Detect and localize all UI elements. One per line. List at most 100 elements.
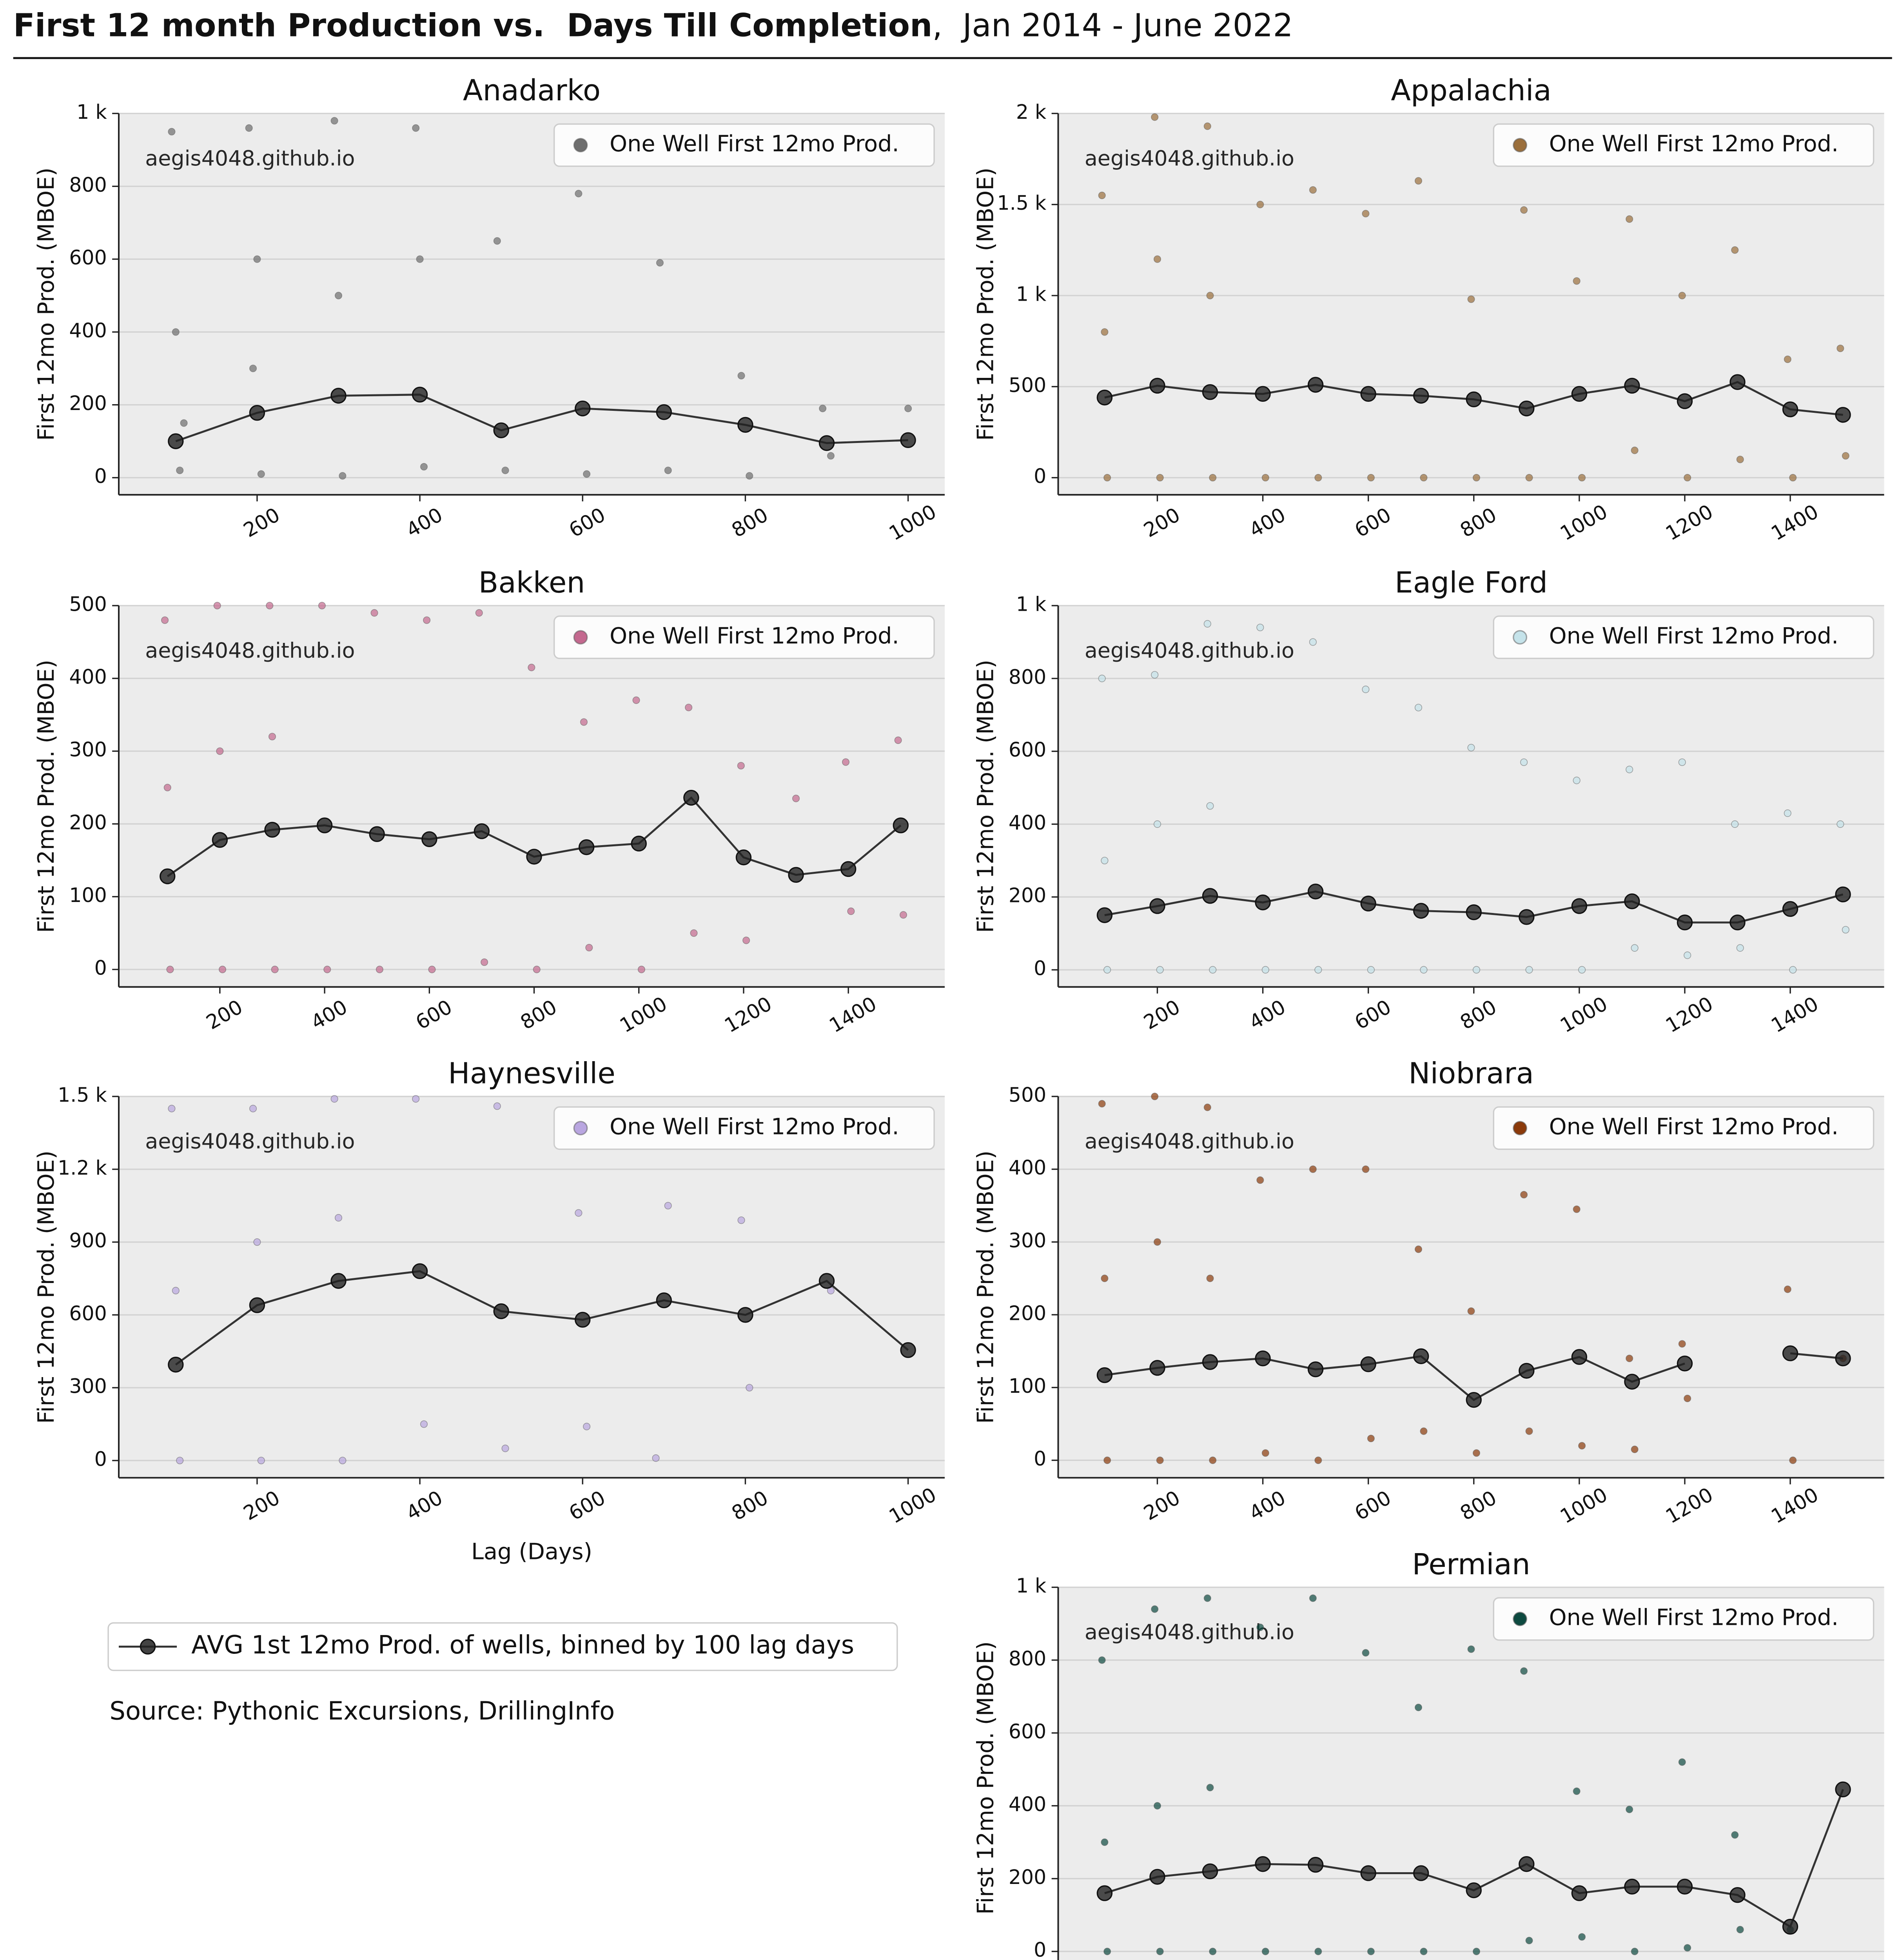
x-tick-label: 1400 — [1767, 500, 1822, 545]
x-tick-label: 200 — [1140, 995, 1184, 1034]
x-tick-label: 400 — [402, 503, 446, 542]
well-point — [1362, 210, 1370, 218]
avg-marker — [421, 831, 437, 848]
well-point — [1261, 474, 1269, 482]
x-tick-label: 800 — [517, 995, 561, 1034]
avg-marker — [683, 789, 699, 806]
y-tick-label: 300 — [69, 738, 107, 761]
well-point — [245, 124, 253, 132]
figure-title: First 12 month Production vs. Days Till … — [13, 7, 1293, 44]
panel-title: Niobrara — [1408, 1057, 1534, 1091]
well-point — [1309, 1594, 1317, 1602]
legend-marker — [1513, 1121, 1528, 1136]
y-tick-label: 0 — [1034, 1938, 1046, 1960]
avg-marker — [1096, 389, 1113, 406]
x-tick-label: 1200 — [1662, 992, 1717, 1037]
well-point — [1525, 1936, 1533, 1944]
legend-box — [1493, 123, 1875, 167]
avg-marker — [575, 400, 591, 417]
y-tick-label: 500 — [69, 592, 107, 615]
x-tick-label: 600 — [1351, 995, 1395, 1034]
well-point — [218, 965, 227, 973]
well-point — [746, 472, 753, 480]
avg-marker — [631, 835, 647, 852]
well-point — [249, 365, 257, 372]
well-point — [1573, 1205, 1581, 1213]
avg-marker — [1413, 388, 1429, 404]
y-tick-label: 1 k — [1016, 592, 1047, 615]
well-point — [168, 128, 176, 136]
title: First 12 month Production vs. Days Till … — [13, 7, 933, 44]
avg-marker — [1202, 1354, 1218, 1370]
well-point — [1626, 1354, 1633, 1362]
avg-marker — [1096, 1885, 1113, 1901]
avg-marker — [1519, 400, 1535, 417]
y-tick-label: 400 — [69, 319, 107, 342]
y-axis-label: First 12mo Prod. (MBOE) — [33, 1151, 59, 1424]
well-point — [1362, 686, 1370, 693]
legend-box — [553, 615, 935, 659]
shared-legend-label: AVG 1st 12mo Prod. of wells, binned by 1… — [191, 1631, 854, 1660]
well-point — [1203, 1594, 1211, 1602]
well-point — [253, 255, 261, 263]
well-point — [1631, 1947, 1639, 1955]
y-tick-label: 600 — [69, 1302, 107, 1325]
well-point — [1156, 474, 1164, 482]
avg-marker — [212, 832, 228, 848]
avg-marker — [1307, 377, 1324, 393]
well-point — [1367, 474, 1375, 482]
well-point — [1098, 675, 1106, 682]
well-point — [1472, 1449, 1481, 1457]
well-point — [376, 965, 383, 973]
well-point — [1736, 944, 1744, 952]
y-tick-label: 1 k — [1016, 283, 1047, 306]
well-point — [1206, 292, 1214, 299]
well-point — [1261, 1947, 1269, 1955]
well-point — [172, 1287, 180, 1294]
avg-marker — [737, 1307, 753, 1323]
well-point — [1256, 1623, 1264, 1631]
well-point — [1420, 1427, 1428, 1435]
x-tick-label: 400 — [1245, 1486, 1290, 1525]
well-point — [792, 795, 800, 802]
well-point — [652, 1454, 660, 1462]
avg-marker — [1624, 1878, 1640, 1895]
well-point — [1261, 1449, 1269, 1457]
well-point — [899, 911, 907, 919]
well-point — [1203, 122, 1211, 130]
well-point — [685, 704, 693, 711]
y-tick-label: 100 — [1009, 1374, 1046, 1397]
x-tick-label: 1000 — [1556, 1483, 1611, 1528]
well-point — [1731, 820, 1739, 828]
x-tick-label: 200 — [202, 995, 247, 1034]
well-point — [1789, 474, 1797, 482]
x-tick-label: 400 — [402, 1486, 446, 1525]
well-point — [1472, 1947, 1481, 1955]
x-tick-label: 1200 — [1662, 500, 1717, 545]
avg-line — [175, 1270, 909, 1366]
avg-marker — [1624, 377, 1640, 394]
well-point — [1367, 1434, 1375, 1443]
well-point — [1467, 295, 1475, 303]
plot-area — [1058, 1096, 1884, 1478]
avg-marker — [1571, 386, 1588, 402]
x-tick-label: 800 — [728, 503, 772, 542]
well-point — [176, 1457, 184, 1465]
well-point — [1209, 966, 1217, 974]
well-point — [1261, 966, 1269, 974]
avg-marker — [1307, 884, 1324, 900]
well-point — [1784, 809, 1791, 817]
panel-title: Permian — [1412, 1548, 1530, 1581]
y-tick-label: 600 — [69, 246, 107, 269]
avg-marker — [1466, 1392, 1482, 1408]
avg-marker — [1307, 1857, 1324, 1873]
y-tick-label: 400 — [1009, 811, 1046, 834]
well-point — [213, 602, 221, 610]
watermark: aegis4048.github.io — [1085, 638, 1294, 662]
avg-marker — [249, 1297, 265, 1313]
well-point — [1678, 1758, 1686, 1766]
y-tick-label: 400 — [1009, 1793, 1046, 1816]
avg-marker — [1360, 386, 1376, 402]
avg-marker — [1677, 1356, 1693, 1372]
y-tick-label: 1.5 k — [997, 191, 1047, 214]
